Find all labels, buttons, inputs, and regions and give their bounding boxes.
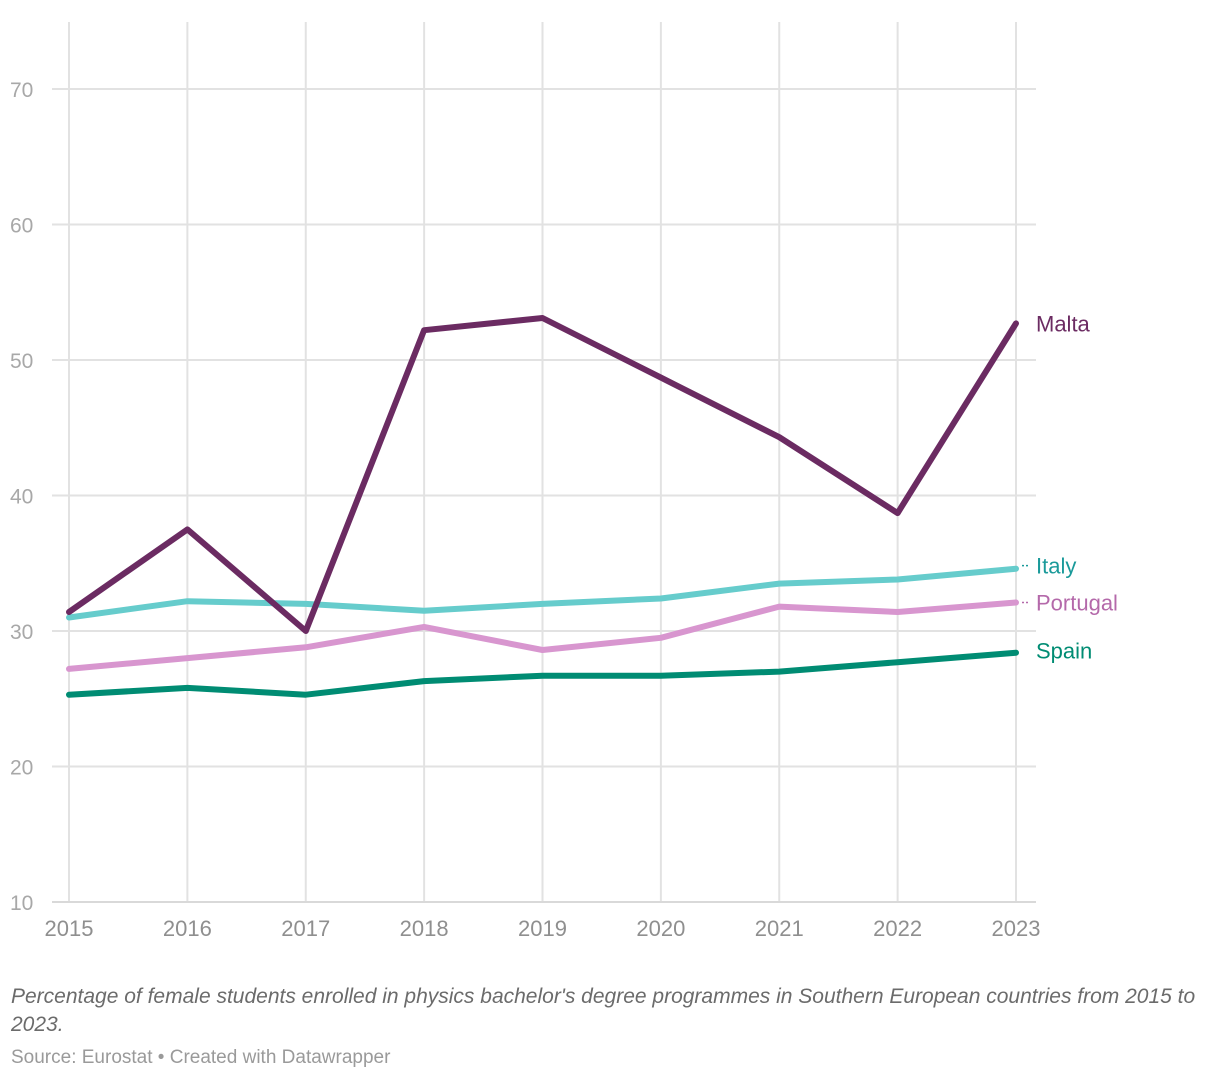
x-tick-label-2020: 2020: [636, 916, 685, 941]
series-label-spain: Spain: [1036, 639, 1092, 664]
series-labels: Malta Italy Portugal Spain: [1022, 311, 1118, 664]
series-line-spain: [66, 649, 1019, 698]
series-line-malta: [66, 315, 1019, 634]
y-tick-label-10: 10: [10, 892, 33, 915]
series-label-malta: Malta: [1036, 311, 1091, 336]
x-tick-label-2017: 2017: [281, 916, 330, 941]
series-line-italy: [66, 565, 1019, 621]
x-tick-label-2019: 2019: [518, 916, 567, 941]
x-tick-label-2016: 2016: [163, 916, 212, 941]
axis-ticks: 10 20 30 40 50 60 70 2015 2016 2017 2018 2019 2020 20…: [10, 79, 1040, 941]
chart-source: Source: Eurostat • Created with Datawrap…: [11, 1047, 391, 1068]
y-tick-label-30: 30: [10, 621, 33, 644]
x-tick-label-2021: 2021: [755, 916, 804, 941]
series-label-italy: Italy: [1036, 554, 1076, 579]
x-tick-label-2018: 2018: [400, 916, 449, 941]
x-tick-label-2023: 2023: [992, 916, 1041, 941]
series-label-portugal: Portugal: [1036, 591, 1118, 616]
line-chart: 10 20 30 40 50 60 70 2015 2016 2017 2018 2019 2020 20…: [10, 22, 1118, 941]
x-tick-label-2022: 2022: [873, 916, 922, 941]
y-tick-label-60: 60: [10, 215, 33, 238]
y-tick-label-20: 20: [10, 757, 33, 780]
series-line-portugal: [66, 599, 1019, 672]
series-lines: [66, 315, 1019, 698]
gridlines: [52, 22, 1036, 903]
chart-caption: Percentage of female students enrolled i…: [11, 985, 1196, 1036]
y-tick-label-40: 40: [10, 486, 33, 509]
x-tick-label-2015: 2015: [45, 916, 94, 941]
y-tick-label-50: 50: [10, 350, 33, 373]
y-tick-label-70: 70: [10, 79, 33, 102]
